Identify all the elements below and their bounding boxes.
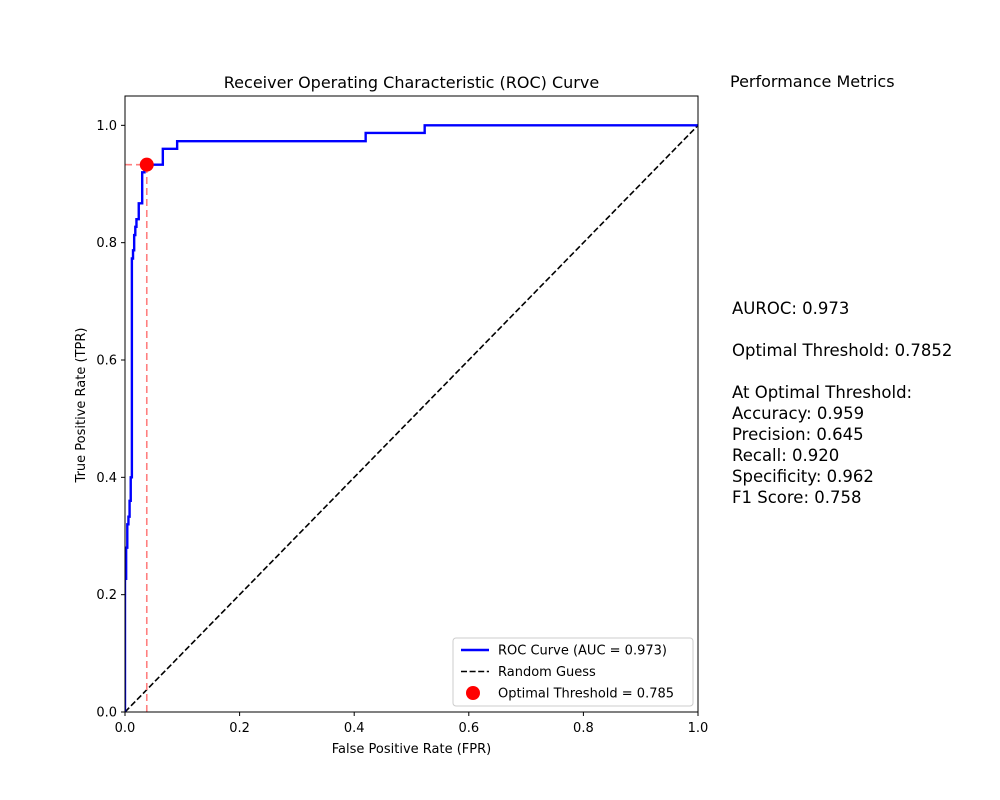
f1-score-value: F1 Score: 0.758 (732, 488, 862, 507)
y-tick-label: 0.0 (96, 706, 117, 721)
x-tick-label: 0.2 (229, 721, 250, 736)
x-tick-label: 0.6 (458, 721, 479, 736)
metrics-title: Performance Metrics (730, 72, 895, 91)
legend-box (452, 637, 694, 707)
precision-value: Precision: 0.645 (732, 425, 864, 444)
legend-roc-entry: ROC Curve (AUC = 0.973) (498, 644, 667, 659)
legend-random-entry: Random Guess (498, 665, 596, 680)
specificity-value: Specificity: 0.962 (732, 467, 874, 486)
x-tick-label: 0.0 (115, 721, 136, 736)
at-optimal-heading: At Optimal Threshold: (732, 383, 913, 402)
roc-curve-line (125, 124, 698, 712)
y-tick-label: 0.2 (96, 588, 117, 603)
recall-value: Recall: 0.920 (732, 446, 840, 465)
x-tick-label: 1.0 (688, 721, 709, 736)
x-tick-label: 0.8 (573, 721, 594, 736)
x-axis-label: False Positive Rate (FPR) (332, 742, 491, 757)
random-guess-line (125, 124, 698, 712)
optimal-threshold-value: Optimal Threshold: 0.7852 (732, 341, 953, 360)
legend-optimal-swatch (466, 686, 480, 700)
x-tick-label: 0.4 (344, 721, 365, 736)
y-tick-label: 0.4 (96, 471, 117, 486)
legend: ROC Curve (AUC = 0.973) Random Guess Optim… (452, 637, 694, 707)
chart-title: Receiver Operating Characteristic (ROC) … (224, 73, 599, 92)
auroc-value: AUROC: 0.973 (732, 299, 850, 318)
plot-frame (124, 95, 699, 713)
plot-area (125, 124, 698, 712)
axes: 0.0 0.2 0.4 0.6 0.8 1.0 0.0 0.2 0.4 0.6 0.8 1.0 (96, 95, 709, 736)
optimal-threshold-point (139, 157, 154, 172)
accuracy-value: Accuracy: 0.959 (732, 404, 865, 423)
legend-optimal-entry: Optimal Threshold = 0.785 (498, 687, 674, 702)
y-tick-label: 1.0 (96, 119, 117, 134)
y-axis-label: True Positive Rate (TPR) (74, 328, 89, 484)
y-tick-label: 0.6 (96, 354, 117, 369)
y-tick-label: 0.8 (96, 236, 117, 251)
